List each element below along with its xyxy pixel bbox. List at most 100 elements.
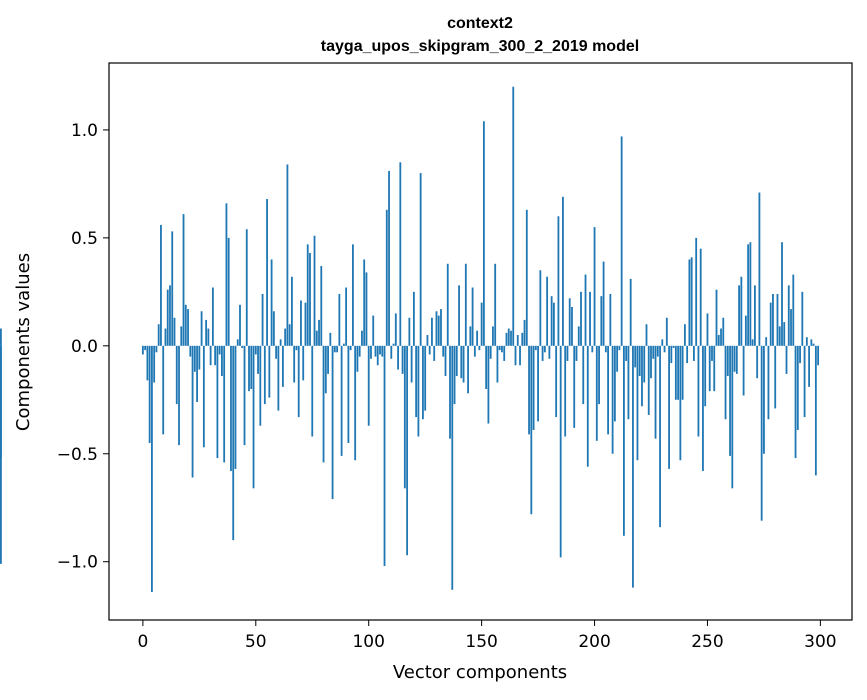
bar <box>758 192 761 346</box>
bar <box>293 345 296 383</box>
bar <box>510 330 512 346</box>
bar <box>582 345 585 405</box>
bar <box>356 345 359 372</box>
bar <box>496 345 499 383</box>
bar <box>763 345 765 454</box>
bar <box>385 209 388 346</box>
bar <box>735 345 738 374</box>
bar <box>440 309 442 346</box>
bar <box>245 229 248 346</box>
bar <box>661 339 664 346</box>
bar <box>557 216 560 346</box>
bar <box>361 330 363 346</box>
bar <box>374 345 377 357</box>
bar <box>406 345 409 556</box>
bar <box>609 294 612 346</box>
bar <box>442 345 445 357</box>
bars-group <box>0 86 820 592</box>
bar <box>455 345 458 377</box>
bar <box>313 235 316 346</box>
bar <box>814 345 817 476</box>
bar <box>151 345 153 592</box>
bar <box>173 317 176 346</box>
bar <box>388 170 390 346</box>
bar <box>248 345 250 392</box>
bar <box>412 291 415 346</box>
bar <box>279 339 282 346</box>
bar <box>568 298 571 346</box>
bar <box>796 345 799 431</box>
bar <box>464 263 467 346</box>
bar <box>577 326 580 346</box>
bar <box>433 345 436 361</box>
bar <box>697 345 700 437</box>
bar <box>268 345 271 398</box>
bar <box>562 196 564 346</box>
bar <box>426 335 429 346</box>
bar <box>523 319 526 346</box>
bar <box>514 345 517 366</box>
bar <box>458 285 460 346</box>
bar <box>808 345 810 387</box>
bar <box>225 203 228 346</box>
bar <box>507 328 510 346</box>
bar <box>559 345 562 558</box>
bar <box>327 345 329 374</box>
bar <box>521 332 524 346</box>
bar <box>747 244 750 346</box>
bar <box>175 345 178 405</box>
bar <box>720 328 722 346</box>
bar <box>586 345 589 467</box>
bar <box>778 326 781 346</box>
bar <box>462 345 465 383</box>
bar <box>401 345 404 374</box>
bar <box>611 345 614 454</box>
bar <box>211 287 214 346</box>
bar <box>180 326 183 346</box>
bar <box>708 345 711 392</box>
bar <box>329 332 332 346</box>
bar <box>257 345 259 374</box>
bar <box>810 339 813 346</box>
bar <box>342 343 345 346</box>
bar <box>702 345 704 472</box>
bar <box>548 345 551 359</box>
bar <box>498 345 501 351</box>
bar <box>516 335 519 346</box>
bar <box>683 324 686 346</box>
bar <box>604 345 607 353</box>
bar <box>480 302 483 346</box>
bar <box>792 274 795 346</box>
bar <box>799 345 801 364</box>
bar <box>652 345 655 359</box>
bar <box>272 311 275 346</box>
bar <box>162 345 165 435</box>
bar <box>595 345 598 441</box>
bar <box>695 237 698 346</box>
bar <box>706 313 709 346</box>
bar <box>647 345 650 415</box>
bar <box>297 345 300 418</box>
bar <box>656 345 659 357</box>
bar <box>230 345 232 472</box>
bar <box>724 345 727 420</box>
bar <box>688 259 691 346</box>
bar <box>252 345 255 489</box>
bar <box>539 270 542 346</box>
bar <box>370 345 372 359</box>
bar <box>555 345 558 418</box>
bar <box>397 345 399 370</box>
bar <box>550 296 553 346</box>
bar <box>589 291 591 346</box>
bar <box>144 345 147 351</box>
bar <box>383 345 386 567</box>
bar <box>169 285 171 346</box>
bar <box>451 345 454 590</box>
bar <box>650 345 652 379</box>
bar <box>672 345 675 348</box>
bar <box>805 337 808 346</box>
bar <box>300 300 302 346</box>
bar <box>146 345 149 381</box>
bar <box>489 345 492 359</box>
